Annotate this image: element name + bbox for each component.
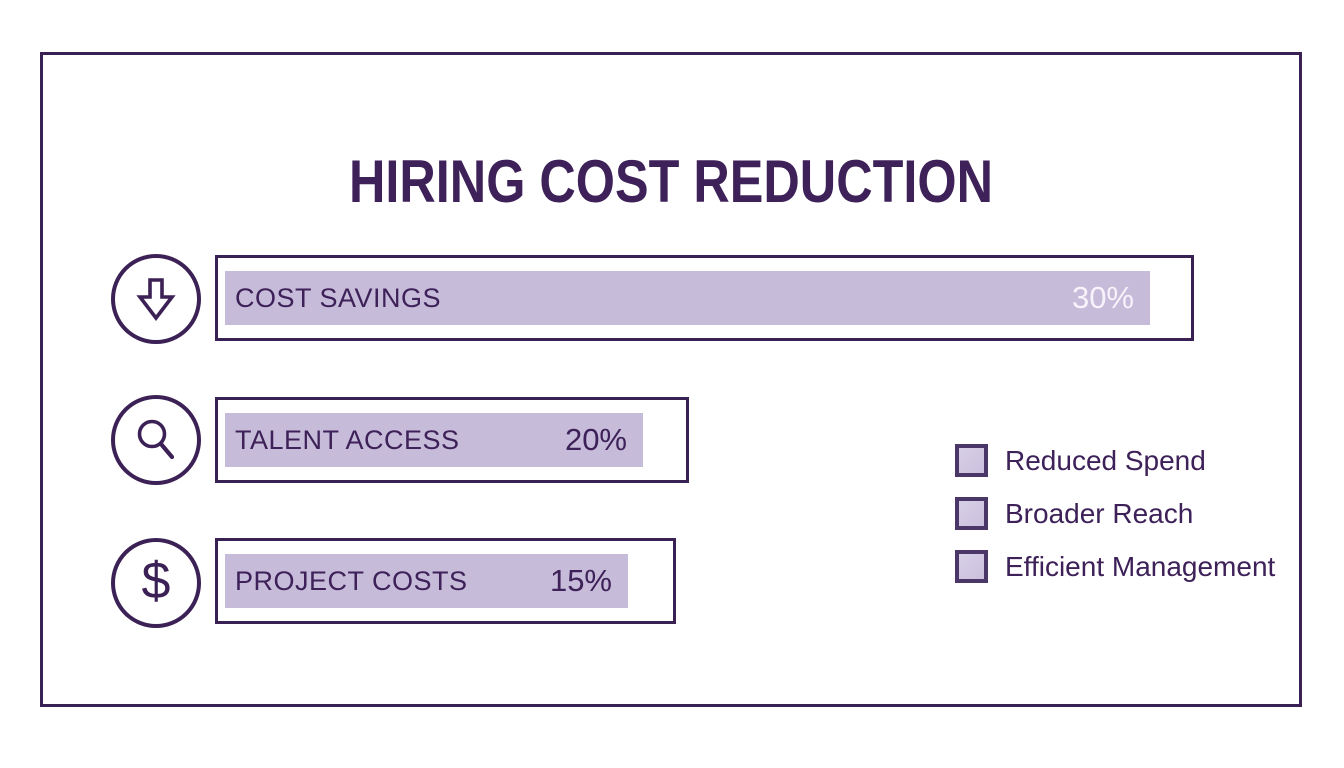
bar-label: PROJECT COSTS (235, 565, 468, 596)
legend-label: Reduced Spend (1005, 444, 1206, 476)
bar-value: 30% (1071, 280, 1134, 315)
search-icon (137, 419, 175, 460)
legend-swatch-icon (955, 550, 988, 583)
legend-item-efficient-management: Efficient Management (955, 550, 1275, 583)
arrow-down-icon (136, 278, 176, 321)
legend-item-reduced-spend: Reduced Spend (955, 444, 1275, 477)
bar-label: COST SAVINGS (235, 282, 442, 313)
bar-project-costs: PROJECT COSTS 15% (215, 538, 676, 624)
legend-label: Broader Reach (1005, 497, 1194, 529)
dollar-circle-icon: $ (111, 538, 201, 628)
bar-value: 15% (549, 563, 612, 598)
legend-item-broader-reach: Broader Reach (955, 497, 1275, 530)
bar-value: 20% (564, 422, 627, 457)
arrow-down-circle-icon (111, 254, 201, 344)
legend: Reduced Spend Broader Reach Efficient Ma… (955, 444, 1275, 583)
bar-fill-cost-savings: COST SAVINGS 30% (225, 271, 1150, 325)
legend-swatch-icon (955, 497, 988, 530)
bar-talent-access: TALENT ACCESS 20% (215, 397, 689, 483)
legend-label: Efficient Management (1005, 550, 1276, 582)
bar-fill-talent-access: TALENT ACCESS 20% (225, 413, 643, 467)
bar-cost-savings: COST SAVINGS 30% (215, 255, 1194, 341)
chart-title: HIRING COST REDUCTION (348, 148, 993, 215)
bar-fill-project-costs: PROJECT COSTS 15% (225, 554, 628, 608)
legend-swatch-icon (955, 444, 988, 477)
bar-label: TALENT ACCESS (235, 424, 460, 455)
search-circle-icon (111, 395, 201, 485)
dollar-icon: $ (141, 552, 171, 610)
